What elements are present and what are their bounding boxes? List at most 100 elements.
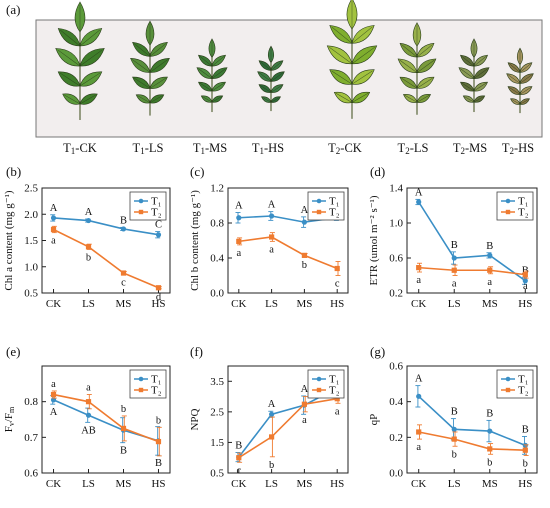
- significance-letter: c: [121, 278, 126, 289]
- leaf-label-1: T1-CK: [63, 141, 97, 156]
- data-point: [334, 396, 340, 402]
- leaf-label-6: T2-LS: [398, 141, 429, 156]
- x-tick-label: LS: [82, 298, 95, 310]
- leaf-label-2: T1-LS: [133, 141, 164, 156]
- significance-letter: B: [120, 446, 127, 457]
- data-point: [85, 399, 92, 405]
- legend-marker: [505, 387, 511, 393]
- significance-letter: b: [156, 415, 161, 426]
- significance-letter: A: [415, 374, 423, 385]
- y-tick-label: 0.4: [389, 396, 403, 408]
- series-line: [418, 395, 526, 447]
- y-tick-label: 1.5: [24, 235, 38, 247]
- y-tick-label: 0.2: [389, 432, 403, 444]
- y-tick-label: 0.0: [210, 288, 224, 300]
- legend-marker: [316, 387, 322, 393]
- leaf-label-8: T2-HS: [502, 141, 534, 156]
- x-tick-label: MS: [482, 298, 498, 310]
- legend-marker: [316, 376, 322, 382]
- legend-marker: [505, 198, 511, 204]
- y-tick-label: 0.8: [210, 218, 224, 230]
- series-line: [418, 266, 526, 276]
- data-point: [301, 252, 307, 258]
- y-tick-label: 0.4: [210, 253, 224, 265]
- legend-label: T₁: [518, 374, 529, 386]
- data-point: [487, 428, 493, 434]
- data-point: [50, 215, 57, 221]
- legend-box: [307, 191, 345, 221]
- x-tick-label: HS: [330, 478, 344, 490]
- x-tick-label: MS: [482, 478, 498, 490]
- panel-a-letter: (a): [6, 2, 20, 17]
- chart-d: (d) 0.2 0.6 1.0 1.4 CK LS MS HS ETR (umol m⁻² s⁻¹…: [368, 164, 538, 310]
- significance-letter: A: [415, 187, 423, 198]
- panel-letter-b: (b): [6, 164, 21, 179]
- data-point: [522, 272, 528, 278]
- series-t2: a b b b: [416, 424, 529, 470]
- plot-frame-d: [406, 187, 538, 294]
- data-point: [451, 426, 457, 432]
- series-t1: A AB B B: [50, 395, 162, 469]
- series-t1: AB BB: [415, 187, 529, 285]
- significance-letter: b: [523, 459, 528, 470]
- legend-box: [129, 369, 167, 399]
- leaf-photo-7: [458, 38, 490, 113]
- data-point: [301, 219, 307, 225]
- data-point: [301, 401, 307, 407]
- significance-letter: c: [236, 465, 241, 476]
- significance-letter: b: [487, 457, 492, 468]
- x-tick-label: LS: [265, 478, 278, 490]
- significance-letter: A: [85, 207, 93, 218]
- y-axis-label: Chl a content (mg g⁻¹): [3, 190, 15, 290]
- significance-letter: a: [302, 415, 307, 426]
- leaf-labels: T1-CK T1-LS T1-MS T1-HS T2-CK T2-LS T2-MS T2-HS: [63, 141, 534, 156]
- leaf-label-7: T2-MS: [453, 141, 487, 156]
- data-point: [85, 217, 92, 224]
- plot-frame-e: [41, 365, 171, 474]
- significance-letter: C: [155, 220, 162, 231]
- data-point: [416, 393, 422, 399]
- significance-letter: B: [451, 407, 458, 418]
- legend-label: T₁: [329, 374, 340, 386]
- significance-letter: B: [120, 215, 127, 226]
- legend-marker: [316, 198, 322, 204]
- data-point: [120, 226, 127, 232]
- data-point: [416, 429, 422, 435]
- legend-box: [307, 369, 345, 399]
- plot-frame-f: [227, 365, 349, 474]
- plot-frame-c: [227, 187, 349, 294]
- x-tick-label: LS: [82, 478, 95, 490]
- legend-label: T₂: [518, 207, 529, 219]
- significance-letter: a: [86, 383, 91, 394]
- data-point: [487, 446, 493, 452]
- legend-label: T₁: [518, 196, 529, 208]
- x-tick-label: CK: [46, 478, 61, 490]
- y-tick-label: 1.0: [389, 218, 403, 230]
- legend-marker: [138, 376, 144, 382]
- legend-marker: [138, 209, 144, 215]
- data-point: [155, 439, 162, 445]
- y-tick-label: 0.5: [210, 468, 224, 480]
- data-point: [334, 265, 340, 272]
- y-tick-label: 0.2: [389, 288, 403, 300]
- data-point: [120, 425, 127, 432]
- y-tick-label: 2.5: [210, 406, 224, 418]
- x-tick-label: MS: [116, 298, 132, 310]
- x-tick-label: CK: [411, 298, 426, 310]
- data-point: [50, 391, 57, 398]
- legend-box: [496, 191, 534, 221]
- x-tick-label: HS: [151, 478, 165, 490]
- legend-marker: [138, 387, 144, 393]
- legend-label: T₂: [329, 385, 340, 397]
- significance-letter: A: [268, 200, 276, 211]
- leaf-photo-box: [35, 19, 543, 138]
- data-point: [236, 215, 242, 221]
- significance-letter: A: [50, 203, 58, 214]
- series-line: [238, 236, 338, 270]
- series-line: [238, 397, 338, 459]
- leaf-photo-5: [326, 0, 378, 119]
- series-t1: A A B C: [50, 203, 162, 239]
